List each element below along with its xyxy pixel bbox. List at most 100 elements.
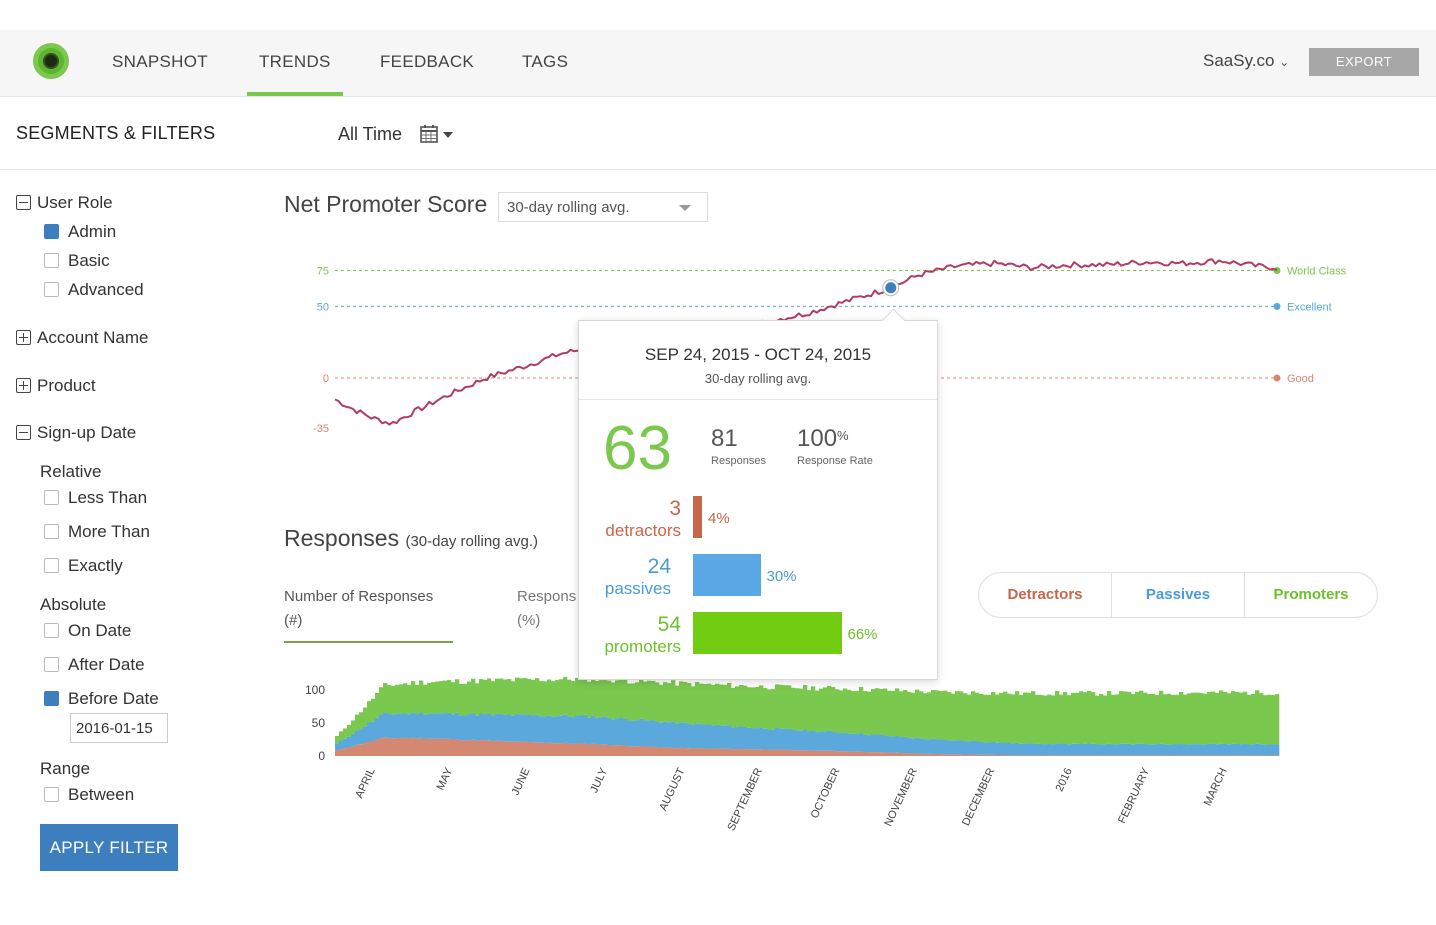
segment-passives[interactable]: Passives — [1112, 573, 1245, 617]
tab1-label: Number of Responses — [284, 588, 434, 605]
bar-detractors — [1087, 755, 1092, 756]
bar-detractors — [767, 749, 772, 756]
bar-passives — [475, 715, 480, 741]
bar-passives — [435, 713, 440, 739]
apply-filter-button[interactable]: APPLY FILTER — [40, 824, 178, 871]
bar-passives — [947, 740, 952, 755]
checkbox-before-date[interactable]: Before Date — [44, 689, 159, 709]
tab-number-of-responses[interactable]: Number of Responses (#) — [284, 585, 453, 643]
bar-promoters — [735, 686, 740, 727]
segment-promoters[interactable]: Promoters — [1273, 586, 1349, 603]
time-range-label[interactable]: All Time — [338, 124, 403, 144]
bar-passives — [1055, 743, 1060, 756]
bar-passives — [1243, 743, 1248, 756]
bar-promoters — [739, 684, 744, 727]
bar-passives — [911, 738, 916, 754]
bar-detractors — [1151, 755, 1156, 756]
bar-promoters — [767, 689, 772, 730]
bar-passives — [567, 716, 572, 744]
bar-promoters — [1227, 693, 1232, 745]
bar-passives — [467, 714, 472, 741]
bar-detractors — [499, 740, 504, 756]
bar-passives — [347, 736, 352, 748]
bar-detractors — [1015, 755, 1020, 756]
checkbox-less-than[interactable]: Less Than — [44, 488, 147, 508]
checkbox-on-date[interactable]: On Date — [44, 621, 131, 641]
bar-passives — [563, 714, 568, 743]
bar-passives — [687, 723, 692, 749]
before-date-label: Before Date — [68, 689, 159, 708]
bar-passives — [591, 715, 596, 744]
bar-detractors — [355, 744, 360, 756]
bar-promoters — [1079, 691, 1084, 744]
bar-promoters — [563, 676, 568, 715]
filter-product[interactable]: Product — [16, 376, 96, 396]
checkbox-exactly[interactable]: Exactly — [44, 556, 123, 576]
y-tick-label: 0 — [318, 749, 325, 763]
bar-promoters — [987, 694, 992, 743]
bar-promoters — [939, 691, 944, 740]
bar-detractors — [555, 743, 560, 756]
bar-detractors — [903, 753, 908, 756]
y-tick-label: 100 — [305, 683, 325, 697]
checkbox-checked-icon — [44, 691, 59, 706]
bar-passives — [979, 741, 984, 755]
bar-promoters — [539, 680, 544, 717]
bar-detractors — [595, 744, 600, 756]
bar-promoters — [831, 687, 836, 732]
bar-promoters — [867, 691, 872, 736]
y-tick-label: 50 — [317, 301, 329, 313]
x-tick-label: FEBRUARY — [1116, 766, 1152, 826]
nav-trends[interactable]: TRENDS — [247, 52, 343, 96]
bar-passives — [623, 718, 628, 746]
bar-passives — [1219, 743, 1224, 756]
bar-detractors — [519, 741, 524, 756]
tab-responses-percent[interactable]: Responses (%) — [517, 585, 577, 633]
bar-detractors — [1267, 755, 1272, 756]
bar-detractors — [1143, 755, 1148, 756]
checkbox-basic[interactable]: Basic — [44, 251, 110, 271]
bar-passives — [407, 714, 412, 739]
bar-detractors — [1119, 755, 1124, 756]
bar-passives — [667, 722, 672, 748]
bar-detractors — [571, 743, 576, 756]
nav-feedback[interactable]: FEEDBACK — [380, 52, 475, 71]
bar-promoters — [1027, 692, 1032, 744]
checkbox-admin[interactable]: Admin — [44, 222, 116, 242]
bar-detractors — [927, 753, 932, 756]
filter-user-role[interactable]: User Role — [16, 193, 113, 213]
bar-detractors — [791, 750, 796, 756]
checkbox-advanced[interactable]: Advanced — [44, 280, 144, 300]
bar-detractors — [743, 749, 748, 756]
x-tick-label: AUGUST — [657, 766, 687, 813]
bar-passives — [887, 736, 892, 753]
rolling-avg-dropdown[interactable]: 30-day rolling avg. — [498, 192, 708, 222]
bar-passives — [391, 714, 396, 739]
bar-detractors — [807, 750, 812, 756]
bar-detractors — [543, 742, 548, 756]
bar-passives — [371, 721, 376, 741]
checkbox-between[interactable]: Between — [44, 785, 134, 805]
app-logo[interactable] — [33, 43, 69, 79]
bar-passives — [779, 728, 784, 750]
before-date-input[interactable]: 2016-01-15 — [70, 713, 168, 743]
nav-tags[interactable]: TAGS — [522, 52, 569, 71]
checkbox-after-date[interactable]: After Date — [44, 655, 145, 675]
bar-promoters — [1263, 695, 1268, 745]
filter-signup-date[interactable]: Sign-up Date — [16, 423, 136, 443]
account-switcher[interactable]: SaaSy.co ⌄ — [1203, 51, 1289, 71]
export-button[interactable]: EXPORT — [1309, 48, 1419, 76]
bar-passives — [823, 731, 828, 751]
nav-snapshot[interactable]: SNAPSHOT — [112, 52, 208, 71]
bar-passives — [1059, 744, 1064, 756]
bar-promoters — [1103, 695, 1108, 745]
bar-promoters — [879, 688, 884, 736]
divider — [579, 399, 937, 400]
segment-detractors[interactable]: Detractors — [979, 573, 1112, 617]
product-label: Product — [37, 376, 96, 395]
filter-account-name[interactable]: Account Name — [16, 328, 149, 348]
bar-detractors — [707, 748, 712, 756]
checkbox-more-than[interactable]: More Than — [44, 522, 150, 542]
bar-promoters — [551, 681, 556, 717]
calendar-icon[interactable] — [420, 124, 456, 149]
